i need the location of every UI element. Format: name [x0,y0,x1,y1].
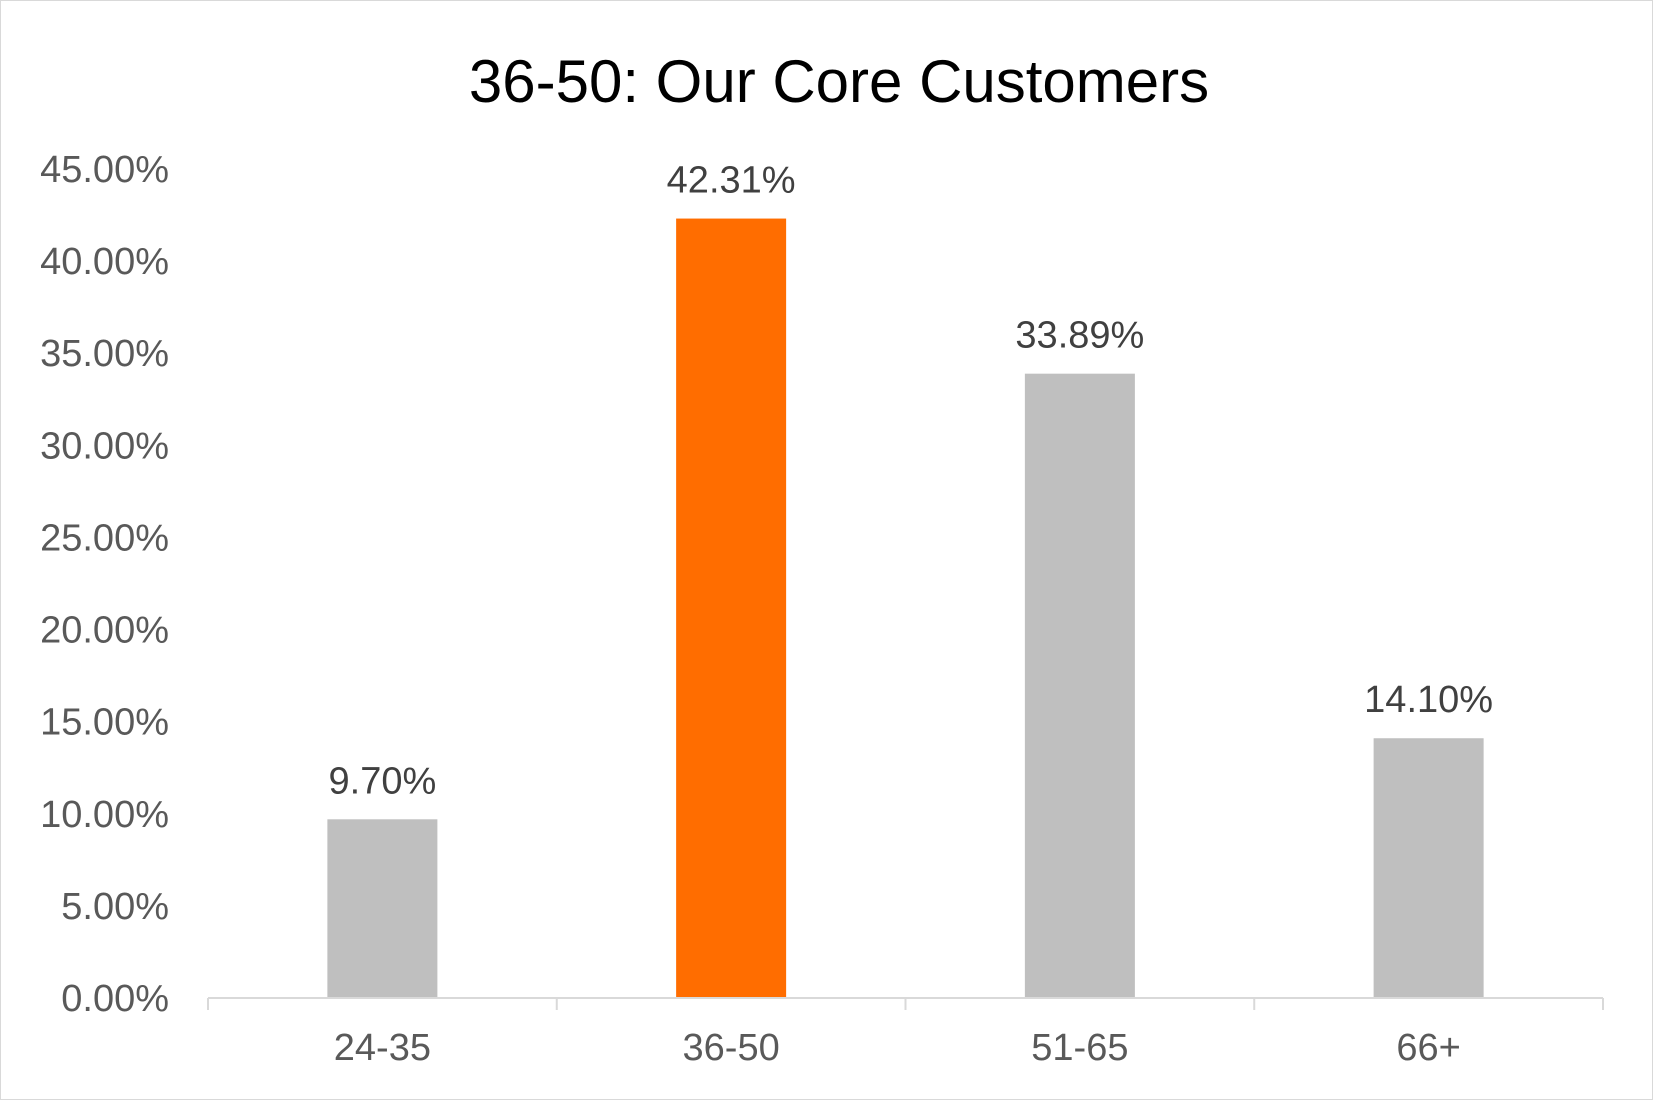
x-tick-label: 51-65 [1031,1027,1128,1069]
y-tick-label: 10.00% [40,794,169,836]
x-tick-label: 66+ [1396,1027,1460,1069]
x-axis-labels: 24-35 36-50 51-65 66+ [334,1027,1461,1069]
bar-36-50 [676,218,787,998]
y-tick-label: 40.00% [40,241,169,283]
y-tick-label: 0.00% [61,978,169,1020]
bar-66+ [1373,738,1484,998]
bars [327,218,1484,998]
data-labels: 9.70% 42.31% 33.89% 14.10% [329,160,1494,803]
y-tick-label: 45.00% [40,149,169,191]
y-tick-label: 35.00% [40,333,169,375]
y-tick-label: 25.00% [40,517,169,559]
y-tick-label: 20.00% [40,610,169,652]
data-label: 9.70% [329,760,437,802]
data-label: 42.31% [667,160,796,202]
y-axis-ticks: 0.00% 5.00% 10.00% 15.00% 20.00% 25.00% 30.00%… [40,149,169,1020]
x-tick-label: 36-50 [683,1027,780,1069]
chart-title: 36-50: Our Core Customers [469,48,1209,115]
x-tick-label: 24-35 [334,1027,431,1069]
y-tick-label: 30.00% [40,425,169,467]
bar-51-65 [1024,373,1135,998]
bar-24-35 [327,819,438,998]
y-tick-label: 5.00% [61,886,169,928]
data-label: 33.89% [1015,315,1144,357]
y-tick-label: 15.00% [40,702,169,744]
x-axis [207,997,1604,1010]
data-label: 14.10% [1364,679,1493,721]
